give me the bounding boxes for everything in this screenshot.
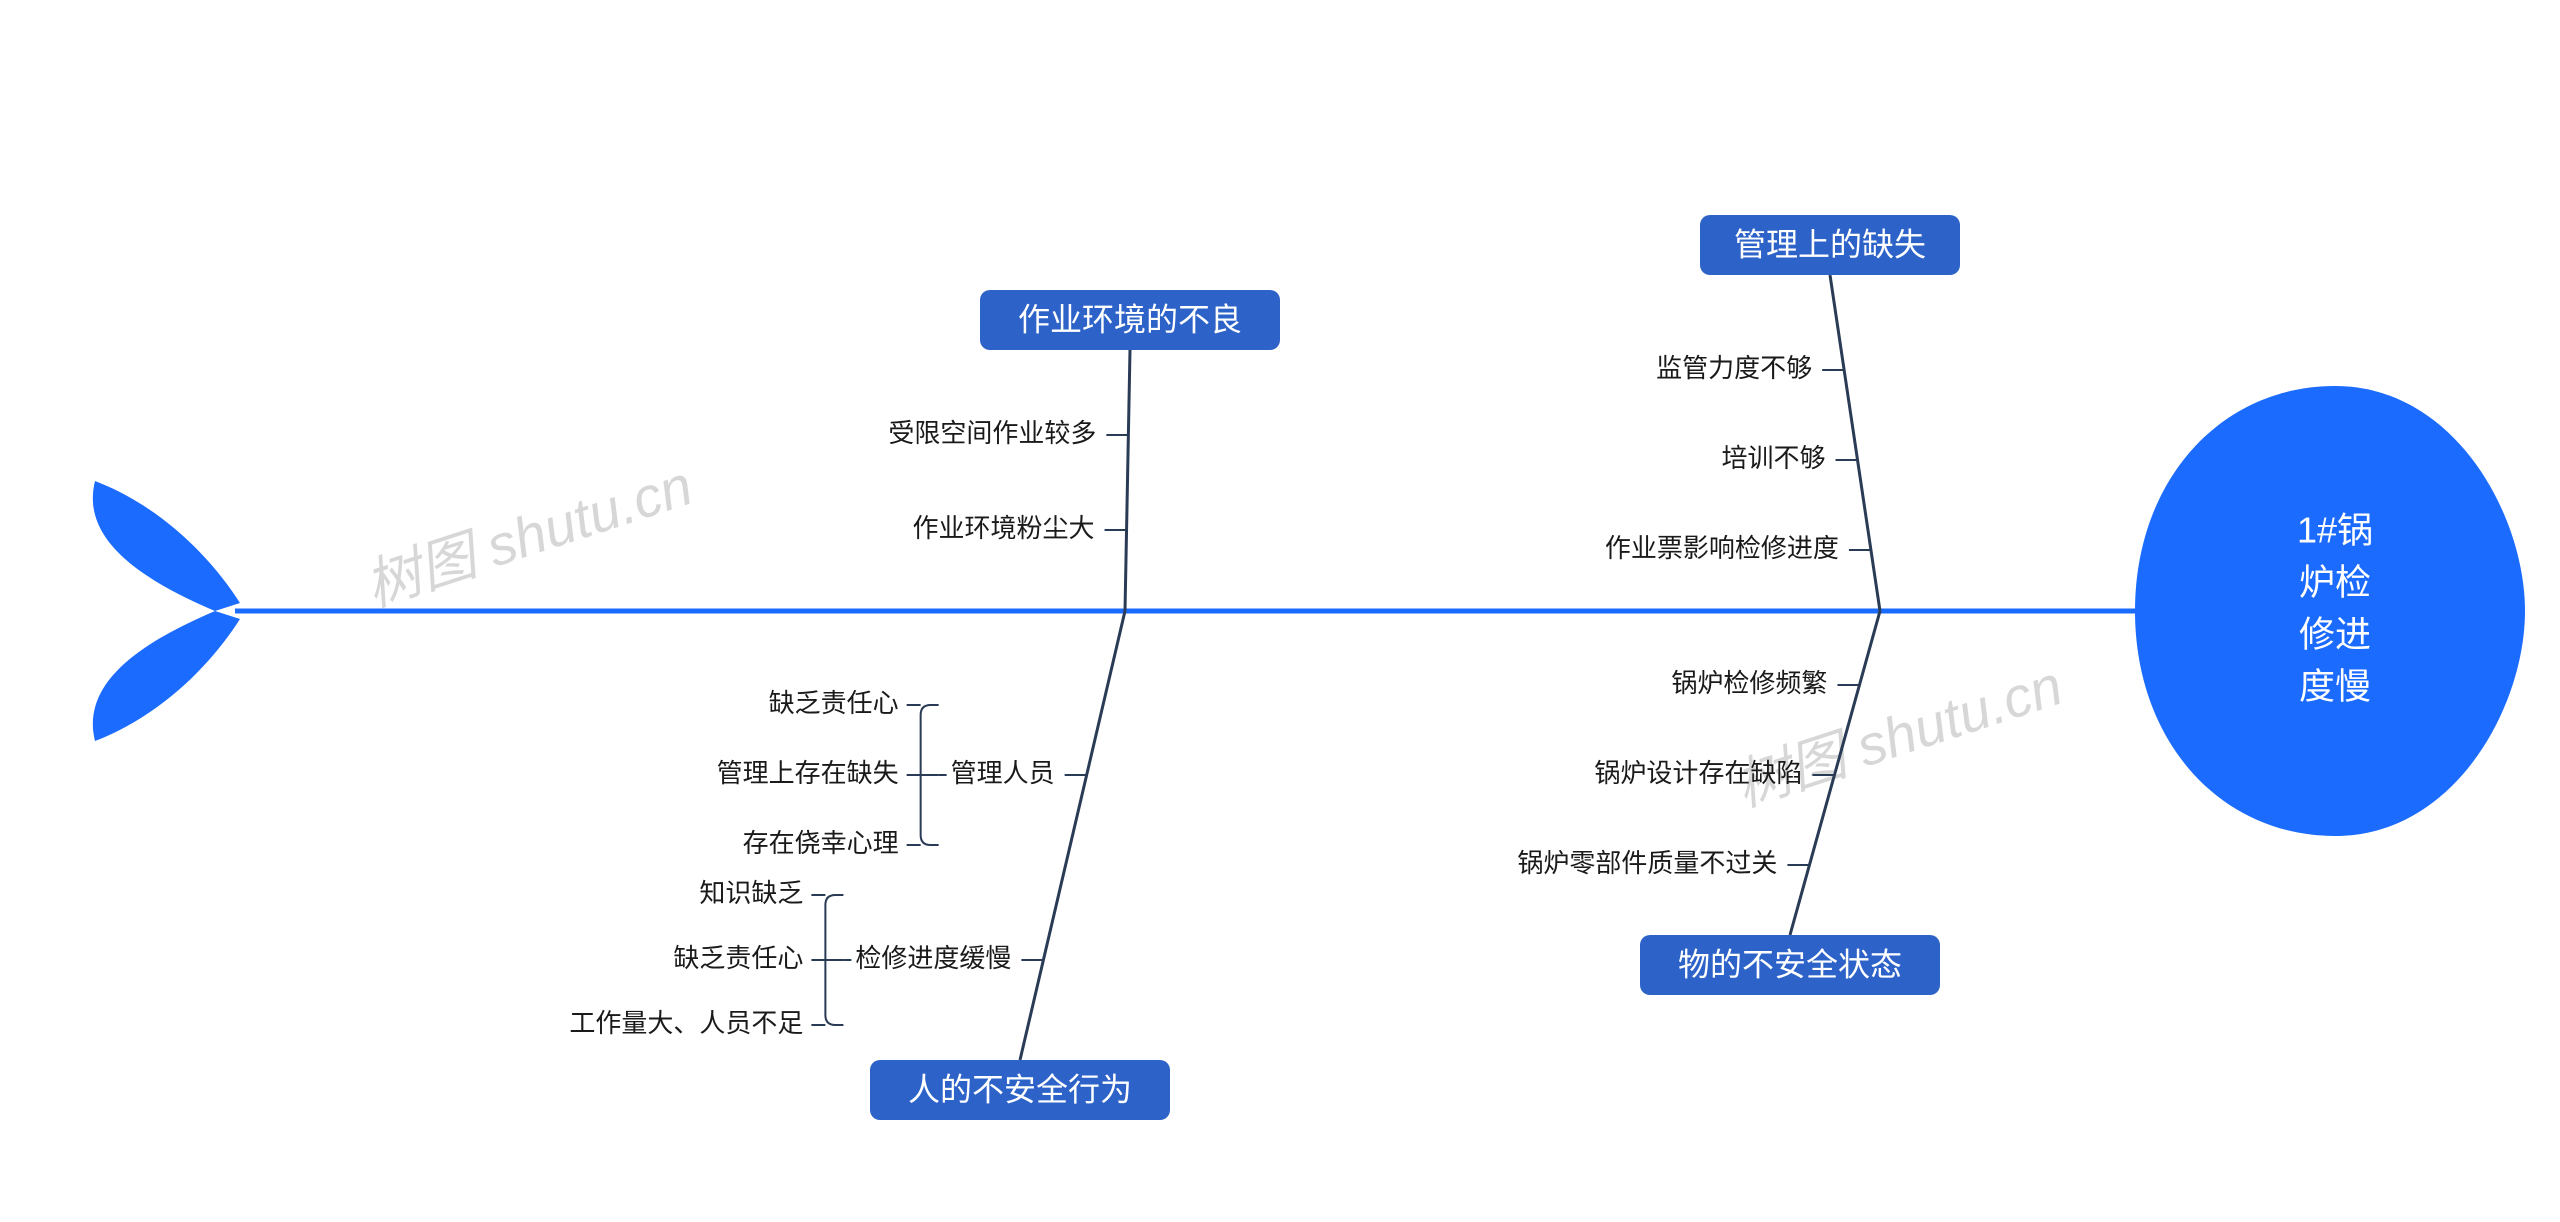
category-human-label: 人的不安全行为 xyxy=(908,1071,1132,1107)
item-env-0: 受限空间作业较多 xyxy=(888,418,1096,448)
item-human-1: 检修进度缓慢 xyxy=(855,943,1011,973)
category-object-label: 物的不安全状态 xyxy=(1678,946,1902,982)
item-object-0: 锅炉检修频繁 xyxy=(1671,668,1827,698)
watermark: 树图 shutu.cn xyxy=(357,453,699,618)
fish-head-text: 炉检 xyxy=(2299,562,2371,603)
item-object-1: 锅炉设计存在缺陷 xyxy=(1594,758,1802,788)
sub-item-human-0-2: 存在侥幸心理 xyxy=(743,828,899,858)
item-env-1: 作业环境粉尘大 xyxy=(913,513,1095,543)
fish-tail-top xyxy=(93,481,240,611)
category-env-label: 作业环境的不良 xyxy=(1018,301,1242,337)
fish-tail-bottom xyxy=(93,611,240,741)
item-object-2: 锅炉零部件质量不过关 xyxy=(1517,848,1777,878)
item-mgmt-2: 作业票影响检修进度 xyxy=(1605,533,1839,563)
sub-item-human-1-1: 缺乏责任心 xyxy=(673,943,803,973)
item-human-0: 管理人员 xyxy=(951,758,1055,788)
sub-item-human-0-1: 管理上存在缺失 xyxy=(717,758,899,788)
fishbone-diagram: 树图 shutu.cn树图 shutu.cn1#锅炉检修进度慢作业环境的不良受限… xyxy=(0,0,2560,1222)
bone-human xyxy=(1020,611,1125,1060)
item-mgmt-1: 培训不够 xyxy=(1722,443,1826,473)
sub-item-human-1-0: 知识缺乏 xyxy=(699,878,803,908)
fish-head-text: 1#锅 xyxy=(2297,510,2373,551)
fish-head-text: 度慢 xyxy=(2299,666,2371,707)
fish-head-text: 修进 xyxy=(2299,614,2371,655)
sub-item-human-1-2: 工作量大、人员不足 xyxy=(569,1008,803,1038)
fish-head xyxy=(2135,386,2525,836)
item-mgmt-0: 监管力度不够 xyxy=(1656,353,1812,383)
bone-env xyxy=(1125,350,1130,611)
category-mgmt-label: 管理上的缺失 xyxy=(1734,226,1926,262)
sub-item-human-0-0: 缺乏责任心 xyxy=(769,688,899,718)
